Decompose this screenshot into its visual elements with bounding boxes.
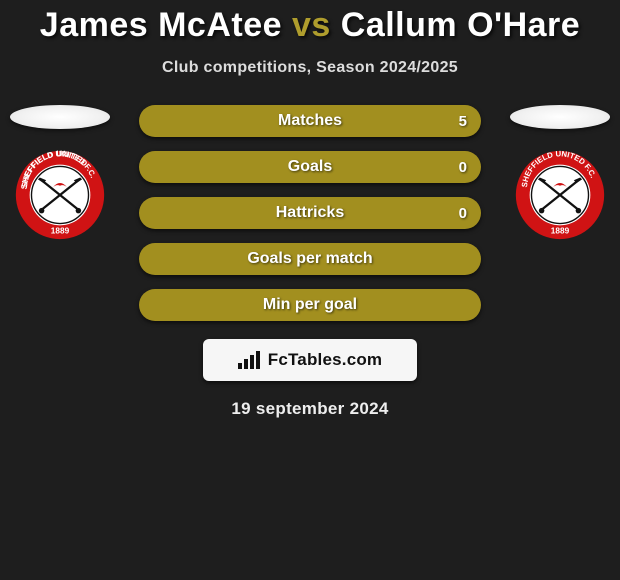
stat-bar-min-per-goal: Min per goal [139, 289, 481, 321]
bar-chart-icon [238, 351, 262, 369]
player2-photo-placeholder [510, 105, 610, 129]
stat-label: Min per goal [263, 296, 357, 314]
page-title: James McAtee vs Callum O'Hare [0, 0, 620, 45]
player2-name: Callum O'Hare [341, 6, 580, 44]
stats-bars: Matches 5 Goals 0 Hattricks 0 Goals per … [139, 105, 481, 321]
source-badge: FcTables.com [203, 339, 417, 381]
player2-club-crest: SHEFFIELD UNITED F.C. 1889 [514, 149, 606, 241]
stat-label: Goals per match [247, 250, 372, 268]
player2-side: SHEFFIELD UNITED F.C. 1889 [500, 105, 620, 241]
svg-text:1889: 1889 [51, 227, 70, 236]
stat-label: Matches [278, 112, 342, 130]
player1-photo-placeholder [10, 105, 110, 129]
subtitle: Club competitions, Season 2024/2025 [0, 59, 620, 77]
comparison-card: James McAtee vs Callum O'Hare Club compe… [0, 0, 620, 419]
stat-right-value: 0 [459, 205, 467, 222]
stat-bar-goals: Goals 0 [139, 151, 481, 183]
stat-bar-goals-per-match: Goals per match [139, 243, 481, 275]
date-text: 19 september 2024 [0, 399, 620, 419]
stat-bar-hattricks: Hattricks 0 [139, 197, 481, 229]
player1-side: SHEFFIELD UNITED SHEFFIELD UNITED F.C. 1… [0, 105, 120, 241]
stat-label: Hattricks [276, 204, 344, 222]
stat-right-value: 0 [459, 159, 467, 176]
vs-separator: vs [292, 6, 331, 44]
svg-text:1889: 1889 [551, 227, 570, 236]
stat-right-value: 5 [459, 113, 467, 130]
stat-label: Goals [288, 158, 332, 176]
player1-name: James McAtee [40, 6, 282, 44]
stat-bar-matches: Matches 5 [139, 105, 481, 137]
main-area: SHEFFIELD UNITED SHEFFIELD UNITED F.C. 1… [0, 105, 620, 419]
player1-club-crest: SHEFFIELD UNITED SHEFFIELD UNITED F.C. 1… [14, 149, 106, 241]
source-badge-text: FcTables.com [268, 350, 383, 370]
